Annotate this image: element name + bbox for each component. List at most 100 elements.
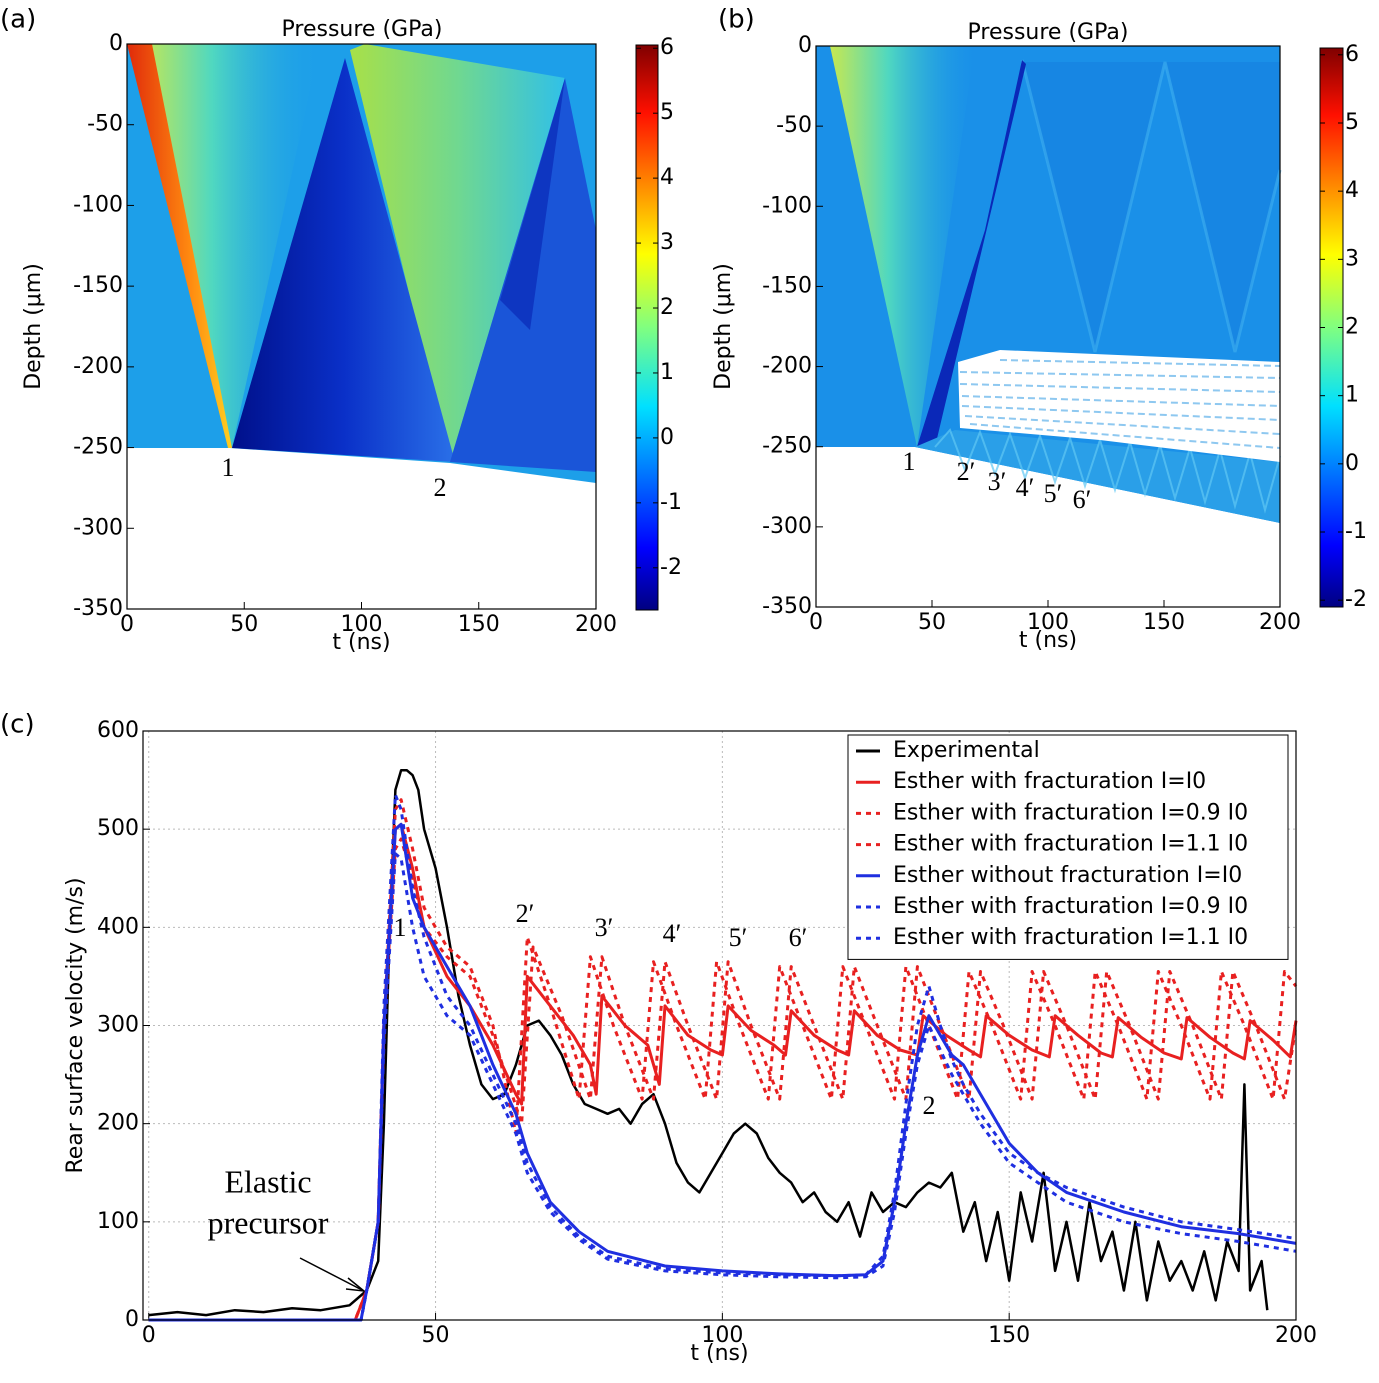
colorbar-tick-label: -1 <box>660 490 682 515</box>
legend-label: Esther with fracturation I=1.1 I0 <box>893 832 1248 857</box>
x-axis-label: t (ns) <box>690 1341 748 1366</box>
x-tick-label: 0 <box>120 612 134 637</box>
annotation: 2′ <box>516 899 535 928</box>
y-tick-label: -300 <box>73 515 123 540</box>
annotation: precursor <box>208 1204 329 1240</box>
x-tick-label: 200 <box>575 612 617 637</box>
x-tick-label: 50 <box>230 612 258 637</box>
annotation: 5′ <box>1044 479 1063 508</box>
annotation: 1 <box>222 453 235 482</box>
series-line <box>148 798 1298 1322</box>
y-axis-label: Depth (μm) <box>21 263 46 390</box>
y-axis-label: Depth (μm) <box>711 263 736 390</box>
colorbar-tick-label: 1 <box>1345 383 1359 408</box>
legend-label: Experimental <box>893 738 1040 763</box>
annotation: 2 <box>434 473 447 502</box>
colorbar-tick-label: -1 <box>1345 519 1367 544</box>
x-tick-label: 0 <box>809 610 823 635</box>
annotation: 2 <box>923 1091 936 1120</box>
colorbar-tick-label: -2 <box>660 555 682 580</box>
annotation: Elastic <box>224 1163 311 1199</box>
y-tick-label: -350 <box>73 596 123 621</box>
pressure-field-a <box>127 44 596 483</box>
x-axis-label: t (ns) <box>1019 628 1077 653</box>
colorbar-tick-label: 4 <box>1345 178 1359 203</box>
y-tick-label: -200 <box>73 354 123 379</box>
x-tick-label: 100 <box>701 1323 743 1348</box>
legend-label: Esther with fracturation I=0.9 I0 <box>893 894 1248 919</box>
colorbar-tick-label: 2 <box>660 295 674 320</box>
y-tick-label: -200 <box>762 354 812 379</box>
y-tick-label: -250 <box>73 435 123 460</box>
y-tick-label: 200 <box>97 1111 139 1136</box>
x-tick-label: 150 <box>1143 610 1185 635</box>
y-tick-label: -250 <box>762 434 812 459</box>
plot-frame <box>142 730 1297 1321</box>
legend-label: Esther with fracturation I=1.1 I0 <box>893 925 1248 950</box>
colorbar-tick-label: 5 <box>660 100 674 125</box>
annotation: 4′ <box>663 919 682 948</box>
panel-label: (b) <box>718 5 755 35</box>
annotation: 5′ <box>729 923 748 952</box>
annotation: 3′ <box>595 913 614 942</box>
annotation: 3′ <box>988 467 1007 496</box>
colorbar-tick-label: 3 <box>1345 246 1359 271</box>
y-axis-label: Rear surface velocity (m/s) <box>63 877 88 1173</box>
plot-frame <box>815 45 1281 608</box>
plot-frame <box>126 43 597 610</box>
annotation: 4′ <box>1016 473 1035 502</box>
colorbar-tick-label: 6 <box>660 35 674 60</box>
annotation: 1 <box>903 447 916 476</box>
y-tick-label: -50 <box>87 112 123 137</box>
x-tick-label: 0 <box>142 1323 156 1348</box>
x-tick-label: 100 <box>1027 610 1069 635</box>
y-tick-label: 600 <box>97 718 139 743</box>
pressure-field-b <box>816 46 1282 523</box>
panel-label: (c) <box>0 710 35 740</box>
x-tick-label: 50 <box>422 1323 450 1348</box>
y-tick-label: -50 <box>776 113 812 138</box>
colorbar-tick-label: 4 <box>660 165 674 190</box>
colorbar-tick-label: 6 <box>1345 42 1359 67</box>
series-line <box>148 822 1298 1322</box>
colorbar <box>635 44 659 611</box>
colorbar-tick-label: 3 <box>660 230 674 255</box>
y-tick-label: 0 <box>125 1307 139 1332</box>
series-line <box>148 822 1297 1322</box>
legend-box <box>847 734 1289 960</box>
y-tick-label: -150 <box>73 273 123 298</box>
y-tick-label: -150 <box>762 273 812 298</box>
colorbar-tick-label: -2 <box>1345 587 1367 612</box>
y-tick-label: 0 <box>109 31 123 56</box>
legend-label: Esther with fracturation I=0.9 I0 <box>893 800 1248 825</box>
x-tick-label: 150 <box>988 1323 1030 1348</box>
series-line <box>148 769 1269 1317</box>
panel-label: (a) <box>0 5 36 35</box>
precursor-arrow <box>299 1257 367 1293</box>
colorbar-tick-label: 0 <box>1345 451 1359 476</box>
y-tick-label: 0 <box>798 33 812 58</box>
x-tick-label: 100 <box>341 612 383 637</box>
colorbar-tick-label: 2 <box>1345 315 1359 340</box>
x-axis-label: t (ns) <box>332 630 390 655</box>
y-tick-label: -100 <box>762 193 812 218</box>
y-tick-label: 100 <box>97 1209 139 1234</box>
x-tick-label: 200 <box>1259 610 1301 635</box>
y-tick-label: -100 <box>73 192 123 217</box>
legend-label: Esther without fracturation I=I0 <box>893 863 1242 888</box>
x-tick-label: 200 <box>1275 1323 1317 1348</box>
annotation: 1 <box>394 913 407 942</box>
chart-title: Pressure (GPa) <box>282 17 443 42</box>
y-tick-label: 400 <box>97 914 139 939</box>
annotation: 6′ <box>1073 485 1092 514</box>
chart-title: Pressure (GPa) <box>968 20 1129 45</box>
colorbar-tick-label: 0 <box>660 425 674 450</box>
y-tick-label: -300 <box>762 514 812 539</box>
y-tick-label: -350 <box>762 594 812 619</box>
annotation: 2′ <box>957 457 976 486</box>
y-tick-label: 500 <box>97 816 139 841</box>
annotation: 6′ <box>789 923 808 952</box>
colorbar-tick-label: 1 <box>660 360 674 385</box>
legend-label: Esther with fracturation I=I0 <box>893 769 1206 794</box>
